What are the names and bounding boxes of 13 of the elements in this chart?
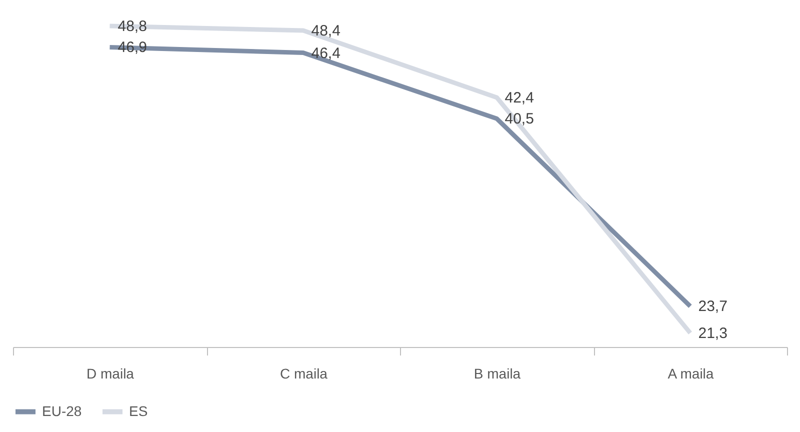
- data-label: 48,4: [311, 22, 340, 40]
- data-label: 21,3: [698, 325, 728, 342]
- x-tick-label: C maila: [280, 366, 328, 382]
- legend-label: ES: [129, 402, 148, 419]
- x-tick-label: A maila: [668, 366, 714, 382]
- x-tick-label: B maila: [474, 366, 521, 382]
- data-label: 48,8: [118, 18, 147, 35]
- data-label: 23,7: [698, 298, 728, 316]
- x-tick-label: D maila: [86, 366, 134, 382]
- data-label: 46,4: [311, 44, 340, 62]
- data-label: 40,5: [504, 110, 534, 128]
- data-label: 42,4: [504, 89, 534, 106]
- legend-label: EU-28: [42, 402, 82, 419]
